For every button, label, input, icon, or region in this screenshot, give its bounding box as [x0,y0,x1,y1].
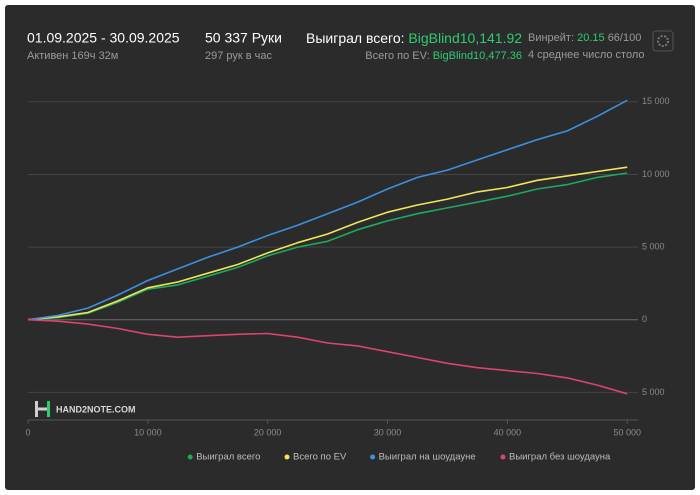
x-tick-label: 10 000 [134,427,162,437]
legend-label: Выиграл на шоудауне [379,452,476,463]
date-range: 01.09.2025 - 30.09.2025 [27,30,180,46]
legend-marker [370,454,376,460]
hands-per-hour: 297 рук в час [205,50,273,62]
series-line [27,318,628,395]
watermark: HAND2NOTE.COM [56,404,136,414]
logo-bar [35,401,38,417]
legend-label: Выиграл без шоудауна [509,452,611,463]
y-tick-label: 15 000 [642,96,670,106]
legend-item: Выиграл всего [187,452,260,463]
hands: 50 337 Руки [205,30,282,46]
won-value: BigBlind10,141.92 [408,30,522,46]
tables: 4 среднее число столо [528,49,645,61]
series-line [27,172,628,321]
settings-button[interactable] [652,30,674,52]
winrate-unit: 66/100 [608,32,642,44]
legend-item: Всего по EV [284,452,347,463]
legend-item: Выиграл на шоудауне [370,452,476,463]
legend-label: Выиграл всего [196,452,260,463]
x-tick-label: 50 000 [613,427,641,437]
legend-marker [500,454,506,460]
series-line [27,166,628,321]
gear-icon [657,35,669,47]
series-line [27,99,628,321]
winrate-label: Винрейт: [528,32,574,44]
won-total: Выиграл всего: BigBlind10,141.92 [306,30,522,46]
legend-item: Выиграл без шоудауна [500,452,611,463]
legend-label: Всего по EV [293,452,347,463]
y-tick-label: 0 [642,314,647,324]
winrate: Винрейт: 20.15 66/100 [528,32,641,44]
active-time: Активен 169ч 32м [27,50,118,62]
won-label: Выиграл всего: [306,30,405,46]
x-tick-label: 20 000 [254,427,282,437]
ev-label: Всего по EV: [365,50,429,62]
y-tick-label: 5 000 [642,241,665,251]
logo: HAND2NOTE.COM [35,401,136,417]
x-tick-label: 30 000 [374,427,402,437]
x-tick-label: 0 [25,427,30,437]
x-tick-label: 40 000 [494,427,522,437]
legend-marker [284,454,290,460]
logo-bar [47,401,50,417]
ev-total: Всего по EV: BigBlind10,477.36 [365,50,522,62]
legend-marker [187,454,193,460]
winrate-value: 20.15 [577,32,605,44]
y-tick-label: 10 000 [642,169,670,179]
ev-value: BigBlind10,477.36 [433,50,522,62]
y-tick-label: 5 000 [642,387,665,397]
